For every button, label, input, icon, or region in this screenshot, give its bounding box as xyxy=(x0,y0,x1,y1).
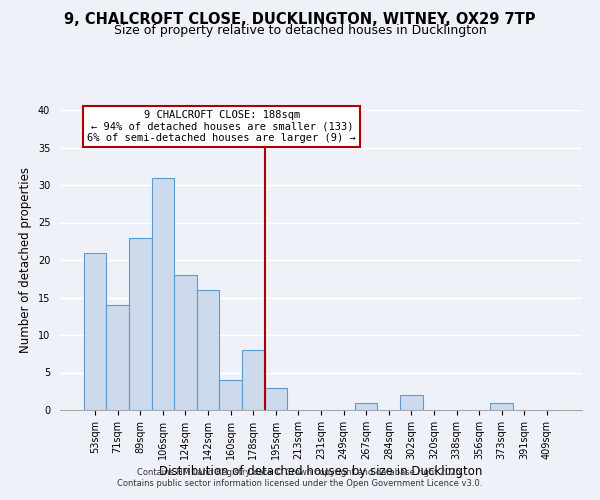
Bar xyxy=(242,350,265,410)
X-axis label: Distribution of detached houses by size in Ducklington: Distribution of detached houses by size … xyxy=(160,464,482,477)
Bar xyxy=(129,238,152,410)
Text: Contains HM Land Registry data © Crown copyright and database right 2025.
Contai: Contains HM Land Registry data © Crown c… xyxy=(118,468,482,487)
Bar xyxy=(174,275,197,410)
Text: Size of property relative to detached houses in Ducklington: Size of property relative to detached ho… xyxy=(113,24,487,37)
Text: 9 CHALCROFT CLOSE: 188sqm
← 94% of detached houses are smaller (133)
6% of semi-: 9 CHALCROFT CLOSE: 188sqm ← 94% of detac… xyxy=(88,110,356,143)
Bar xyxy=(84,252,106,410)
Bar xyxy=(106,305,129,410)
Bar xyxy=(490,402,513,410)
Bar xyxy=(265,388,287,410)
Bar xyxy=(197,290,220,410)
Bar xyxy=(220,380,242,410)
Bar xyxy=(152,178,174,410)
Text: 9, CHALCROFT CLOSE, DUCKLINGTON, WITNEY, OX29 7TP: 9, CHALCROFT CLOSE, DUCKLINGTON, WITNEY,… xyxy=(64,12,536,28)
Y-axis label: Number of detached properties: Number of detached properties xyxy=(19,167,32,353)
Bar xyxy=(400,395,422,410)
Bar xyxy=(355,402,377,410)
